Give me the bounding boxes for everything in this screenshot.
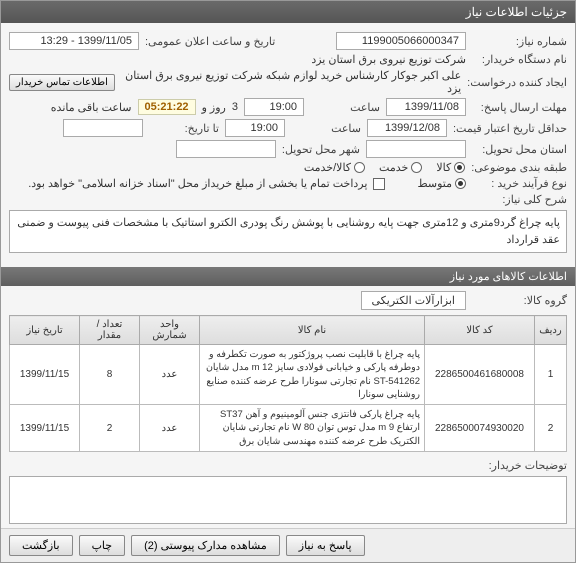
deadline-date: 1399/11/08	[386, 98, 466, 116]
days-left: 3	[232, 101, 238, 113]
col-name: نام کالا	[200, 316, 425, 345]
delivery-city	[176, 140, 276, 158]
valid-time: 19:00	[225, 119, 285, 137]
deadline-time: 19:00	[244, 98, 304, 116]
col-row: ردیف	[535, 316, 567, 345]
buyer-org-value: شرکت توزیع نیروی برق استان یزد	[311, 53, 466, 66]
main-desc-label: شرح کلی نیاز:	[472, 193, 567, 206]
col-date: تاریخ نیاز	[10, 316, 80, 345]
group-label: گروه کالا:	[472, 294, 567, 307]
details-window: جزئیات اطلاعات نیاز شماره نیاز: 11990050…	[0, 0, 576, 563]
table-row[interactable]: 1 2286500461680008 پایه چراغ با قابلیت ن…	[10, 345, 567, 405]
day-label: روز و	[202, 101, 226, 114]
pay-note: پرداخت تمام یا بخشی از مبلغ خریداز محل "…	[28, 177, 367, 190]
until-value	[63, 119, 143, 137]
creator-value: علی اکبر جوکار کارشناس خرید لوازم شبکه ش…	[121, 69, 461, 95]
radio-goods[interactable]: کالا	[436, 161, 465, 174]
creator-label: ایجاد کننده درخواست:	[467, 76, 567, 89]
delivery-province	[366, 140, 466, 158]
announce-value: 1399/11/05 - 13:29	[9, 32, 139, 50]
countdown-timer: 05:21:22	[138, 99, 196, 115]
contact-button[interactable]: اطلاعات تماس خریدار	[9, 74, 115, 91]
time-label-2: ساعت	[291, 122, 361, 135]
announce-label: تاریخ و ساعت اعلان عمومی:	[145, 35, 275, 48]
radio-service[interactable]: خدمت	[379, 161, 422, 174]
attachments-button[interactable]: مشاهده مدارک پیوستی (2)	[131, 535, 280, 556]
need-no-label: شماره نیاز:	[472, 35, 567, 48]
budget-label: طبقه بندی موضوعی:	[471, 161, 567, 174]
items-header: اطلاعات کالاهای مورد نیاز	[1, 267, 575, 286]
group-row: گروه کالا: ابزارآلات الکتریکی	[1, 286, 575, 315]
print-button[interactable]: چاپ	[79, 535, 126, 556]
radio-both[interactable]: کالا/خدمت	[304, 161, 365, 174]
table-row[interactable]: 2 2286500074930020 پایه چراغ پارکی فانتز…	[10, 405, 567, 452]
buyer-org-label: نام دستگاه خریدار:	[472, 53, 567, 66]
delivery-addr-label: استان محل تحویل:	[472, 143, 567, 156]
group-tab[interactable]: ابزارآلات الکتریکی	[361, 291, 466, 310]
city-label: شهر محل تحویل:	[282, 143, 360, 156]
items-table: ردیف کد کالا نام کالا واحد شمارش تعداد /…	[9, 315, 567, 452]
back-button[interactable]: بازگشت	[9, 535, 73, 556]
reply-button[interactable]: پاسخ به نیاز	[286, 535, 365, 556]
remain-label: ساعت باقی مانده	[51, 101, 132, 114]
need-no-value: 1199005066000347	[336, 32, 466, 50]
until-label: تا تاریخ:	[149, 122, 219, 135]
col-qty: تعداد / مقدار	[80, 316, 140, 345]
purchase-type-label: نوع فرآیند خرید :	[472, 177, 567, 190]
radio-medium[interactable]: متوسط	[417, 177, 466, 190]
treasury-checkbox[interactable]	[373, 178, 385, 190]
col-code: کد کالا	[425, 316, 535, 345]
buyer-notes-label: توضیحات خریدار:	[472, 459, 567, 472]
category-radios: کالا خدمت کالا/خدمت	[304, 161, 465, 174]
deadline-label: مهلت ارسال پاسخ:	[472, 101, 567, 114]
col-unit: واحد شمارش	[140, 316, 200, 345]
window-title: جزئیات اطلاعات نیاز	[1, 1, 575, 23]
form-section: شماره نیاز: 1199005066000347 تاریخ و ساع…	[1, 23, 575, 263]
valid-until-label: حداقل تاریخ اعتبار قیمت:	[453, 122, 567, 135]
buyer-notes-area	[9, 476, 567, 524]
main-desc-box: پایه چراغ گرد9متری و 12متری جهت پایه روش…	[9, 210, 567, 253]
valid-date: 1399/12/08	[367, 119, 447, 137]
time-label-1: ساعت	[310, 101, 380, 114]
